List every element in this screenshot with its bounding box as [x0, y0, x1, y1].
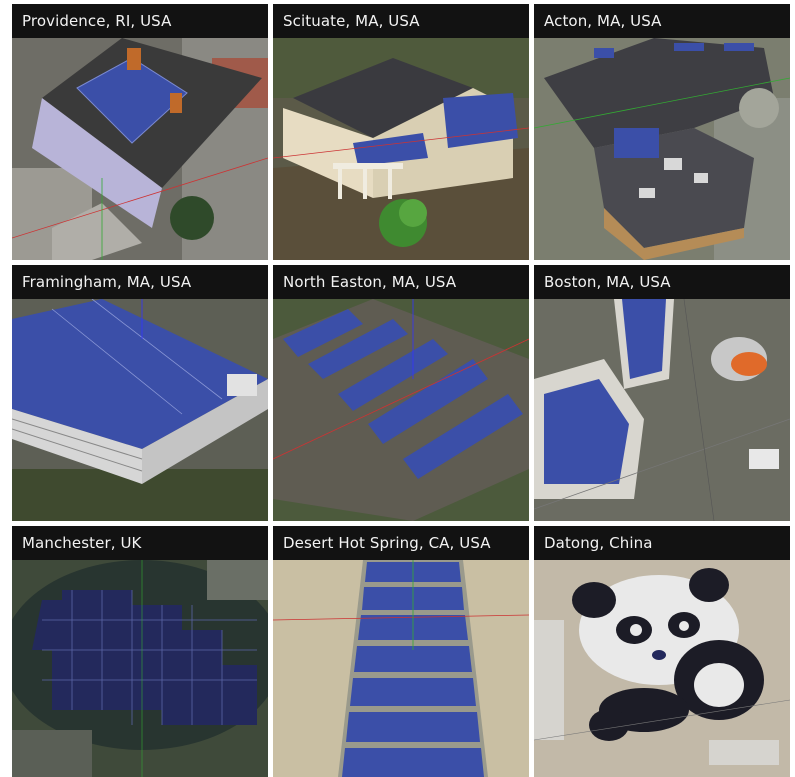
site-tile-framingham: Framingham, MA, USA [12, 265, 268, 521]
site-label: Framingham, MA, USA [12, 265, 268, 299]
site-label: Manchester, UK [12, 526, 268, 560]
site-label: Desert Hot Spring, CA, USA [273, 526, 529, 560]
north-easton-aerial-image [273, 299, 529, 521]
site-label: Scituate, MA, USA [273, 4, 529, 38]
site-tile-datong: Datong, China [534, 526, 790, 777]
site-tile-north-easton: North Easton, MA, USA [273, 265, 529, 521]
site-tile-desert-hot-spring: Desert Hot Spring, CA, USA [273, 526, 529, 777]
site-tile-providence: Providence, RI, USA [12, 4, 268, 260]
framingham-aerial-image [12, 299, 268, 521]
boston-aerial-image [534, 299, 790, 521]
solar-site-grid: Providence, RI, USA Scituate, MA, USA [12, 4, 790, 777]
site-tile-scituate: Scituate, MA, USA [273, 4, 529, 260]
site-label: North Easton, MA, USA [273, 265, 529, 299]
site-tile-manchester: Manchester, UK [12, 526, 268, 777]
manchester-aerial-image [12, 560, 268, 777]
site-label: Datong, China [534, 526, 790, 560]
desert-hot-spring-aerial-image [273, 560, 529, 777]
scituate-aerial-image [273, 38, 529, 260]
site-tile-boston: Boston, MA, USA [534, 265, 790, 521]
acton-aerial-image [534, 38, 790, 260]
site-label: Acton, MA, USA [534, 4, 790, 38]
providence-aerial-image [12, 38, 268, 260]
site-label: Providence, RI, USA [12, 4, 268, 38]
site-label: Boston, MA, USA [534, 265, 790, 299]
datong-aerial-image [534, 560, 790, 777]
site-tile-acton: Acton, MA, USA [534, 4, 790, 260]
